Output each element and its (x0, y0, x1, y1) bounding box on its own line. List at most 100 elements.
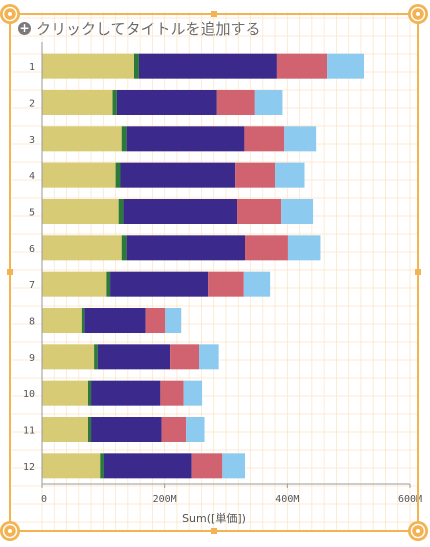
bar-segment[interactable] (284, 126, 317, 152)
corner-dot (8, 529, 12, 533)
bar-segment[interactable] (42, 90, 113, 115)
bar-segment[interactable] (170, 344, 200, 370)
bar-segment[interactable] (91, 380, 161, 406)
bar-segment[interactable] (42, 308, 82, 333)
corner-ring (2, 523, 18, 539)
corner-dot (8, 12, 12, 16)
bar-segment[interactable] (275, 162, 305, 188)
x-axis-label: Sum([単価]) (182, 511, 246, 525)
y-tick-label: 5 (29, 208, 35, 219)
bar-segment[interactable] (199, 344, 219, 370)
bar-segment[interactable] (100, 453, 104, 479)
bar-segment[interactable] (243, 271, 271, 297)
bar-segment[interactable] (160, 380, 184, 406)
resize-handle-corner-ne[interactable] (408, 4, 428, 24)
corner-ring (410, 523, 426, 539)
bar-segment[interactable] (88, 380, 92, 406)
bar-segment[interactable] (216, 90, 255, 115)
bar-segment[interactable] (237, 199, 282, 224)
bar-segment[interactable] (94, 344, 98, 370)
bar-segment[interactable] (115, 162, 121, 188)
bar-segment[interactable] (254, 90, 283, 115)
bar-segment[interactable] (120, 162, 236, 188)
bar-segment[interactable] (161, 417, 187, 442)
y-tick-label: 12 (23, 462, 35, 473)
bar-segment[interactable] (118, 199, 124, 224)
bar-segment[interactable] (103, 453, 192, 479)
bar-segment[interactable] (126, 126, 245, 152)
y-tick-label: 10 (23, 389, 35, 400)
resize-handle-edge[interactable] (415, 269, 421, 275)
bar-segment[interactable] (42, 380, 88, 406)
y-tick-label: 11 (23, 426, 35, 437)
corner-ring (410, 6, 426, 22)
bar-segment[interactable] (97, 344, 171, 370)
y-tick-label: 1 (29, 62, 35, 73)
selection-frame (0, 4, 428, 541)
bar-segment[interactable] (88, 417, 92, 442)
bar-segment[interactable] (42, 453, 101, 479)
bar-segment[interactable] (138, 53, 277, 79)
bar-segment[interactable] (186, 417, 205, 442)
resize-handle-edge[interactable] (211, 528, 217, 534)
x-tick-label: 200M (153, 494, 177, 505)
bar-segment[interactable] (116, 90, 217, 115)
y-tick-label: 8 (29, 317, 35, 328)
bar-segment[interactable] (134, 53, 139, 79)
bar-segment[interactable] (245, 235, 288, 261)
bar-segment[interactable] (42, 162, 116, 188)
bar-segment[interactable] (81, 308, 85, 333)
bar-segment[interactable] (276, 53, 328, 79)
x-tick-label: 0 (41, 494, 47, 505)
bar-segment[interactable] (91, 417, 162, 442)
corner-ring (2, 6, 18, 22)
bar-segment[interactable] (121, 235, 127, 261)
bar-segment[interactable] (42, 126, 122, 152)
bar-segment[interactable] (145, 308, 166, 333)
resize-handle-corner-se[interactable] (408, 521, 428, 541)
bar-segment[interactable] (42, 199, 119, 224)
bar-segment[interactable] (327, 53, 364, 79)
resize-handle-corner-nw[interactable] (0, 4, 20, 24)
bar-segment[interactable] (235, 162, 276, 188)
chart-title[interactable]: クリックしてタイトルを追加する (36, 19, 261, 38)
bar-segment[interactable] (208, 271, 244, 297)
y-tick-label: 6 (29, 244, 35, 255)
y-tick-label: 4 (29, 171, 35, 182)
bar-segment[interactable] (121, 126, 127, 152)
bar-segment[interactable] (281, 199, 314, 224)
y-tick-label: 9 (29, 353, 35, 364)
x-tick-label: 400M (275, 494, 299, 505)
bar-segment[interactable] (110, 271, 209, 297)
bar-segment[interactable] (222, 453, 246, 479)
bar-segment[interactable] (287, 235, 321, 261)
bar-segment[interactable] (191, 453, 223, 479)
bar-segment[interactable] (126, 235, 246, 261)
bar-segment[interactable] (183, 380, 203, 406)
y-tick-label: 7 (29, 280, 35, 291)
plus-circle-icon[interactable]: + (18, 20, 31, 35)
chart-title-area[interactable]: + クリックしてタイトルを追加する (18, 16, 261, 40)
bar-segment[interactable] (42, 271, 107, 297)
resize-handle-edge[interactable] (7, 269, 13, 275)
bar-segment[interactable] (42, 235, 122, 261)
bar-segment[interactable] (165, 308, 182, 333)
bar-segment[interactable] (112, 90, 117, 115)
y-tick-label: 3 (29, 135, 35, 146)
bar-segment[interactable] (42, 53, 134, 79)
x-tick-label: 600M (398, 494, 422, 505)
resize-handle-corner-sw[interactable] (0, 521, 20, 541)
bars (42, 53, 364, 479)
bar-segment[interactable] (42, 417, 88, 442)
bar-segment[interactable] (42, 344, 95, 370)
corner-dot (416, 529, 420, 533)
bar-segment[interactable] (106, 271, 111, 297)
resize-handle-edge[interactable] (211, 11, 217, 17)
bar-segment[interactable] (244, 126, 285, 152)
bar-segment[interactable] (123, 199, 238, 224)
bar-segment[interactable] (84, 308, 146, 333)
y-tick-label: 2 (29, 99, 35, 110)
